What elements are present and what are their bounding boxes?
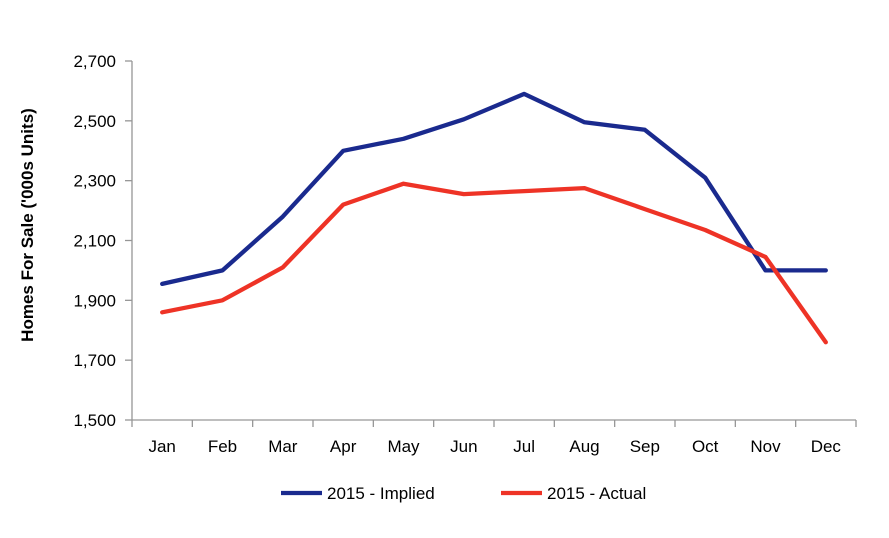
series-lines [160, 91, 828, 345]
y-tick-label: 2,100 [73, 232, 116, 251]
y-tick-label: 1,900 [73, 291, 116, 310]
x-tick-label: Jul [513, 437, 535, 456]
legend-item: 2015 - Actual [501, 484, 646, 503]
series-line-actual [160, 181, 828, 345]
x-tick-label: Nov [750, 437, 781, 456]
x-axis-labels: Jan Feb Mar Apr May Jun Jul Aug Sep Oct Nov Dec [148, 437, 841, 456]
legend-label: 2015 - Implied [327, 484, 435, 503]
x-axis-ticks [131, 420, 857, 427]
y-tick-label: 1,500 [73, 411, 116, 430]
y-tick-label: 1,700 [73, 351, 116, 370]
x-tick-label: Aug [569, 437, 599, 456]
y-tick-label: 2,300 [73, 172, 116, 191]
legend-label: 2015 - Actual [547, 484, 646, 503]
y-axis-title: Homes For Sale ('000s Units) [18, 108, 37, 342]
x-tick-label: Oct [692, 437, 719, 456]
x-tick-label: Mar [268, 437, 298, 456]
x-tick-label: Apr [330, 437, 357, 456]
x-tick-label: Jun [450, 437, 477, 456]
x-tick-label: Feb [208, 437, 237, 456]
x-tick-label: May [387, 437, 420, 456]
legend-item: 2015 - Implied [281, 484, 435, 503]
y-tick-label: 2,500 [73, 112, 116, 131]
y-tick-label: 2,700 [73, 52, 116, 71]
legend: 2015 - Implied 2015 - Actual [281, 484, 646, 503]
x-tick-label: Dec [811, 437, 842, 456]
x-tick-label: Jan [148, 437, 175, 456]
series-line-implied [160, 91, 828, 287]
y-axis-ticks: 1,500 1,700 1,900 2,100 2,300 2,500 2,700 [73, 52, 132, 430]
x-tick-label: Sep [630, 437, 660, 456]
